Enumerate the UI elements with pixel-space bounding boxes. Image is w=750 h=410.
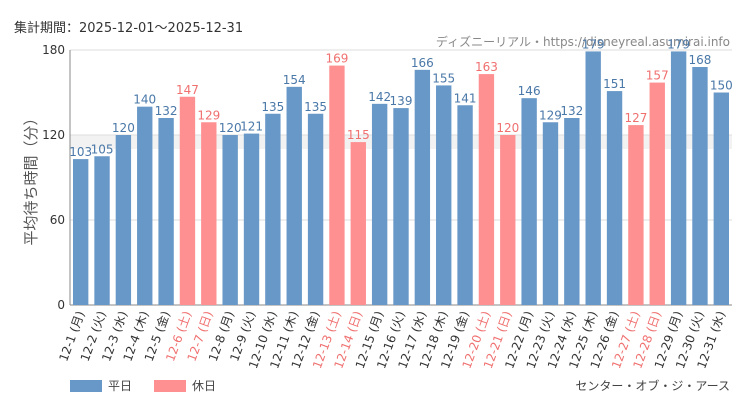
bar-value-label: 163 xyxy=(475,60,498,74)
legend-holiday: 休日 xyxy=(154,377,216,394)
bar-value-label: 129 xyxy=(197,108,220,122)
bar xyxy=(286,86,302,305)
bar xyxy=(628,125,644,305)
bar xyxy=(670,51,687,305)
bar-value-label: 150 xyxy=(710,79,733,93)
bar xyxy=(137,106,153,306)
legend: 平日 休日 xyxy=(70,377,238,394)
bar xyxy=(521,98,537,306)
bar-value-label: 129 xyxy=(539,108,562,122)
y-tick-label: 180 xyxy=(42,43,65,57)
y-tick-label: 120 xyxy=(42,128,65,142)
bar xyxy=(72,159,89,305)
bar xyxy=(115,135,132,305)
bar xyxy=(414,69,431,305)
bar xyxy=(393,108,409,305)
y-axis-label: 平均待ち時間（分） xyxy=(22,110,40,245)
bar xyxy=(158,118,174,305)
bar xyxy=(329,65,345,305)
bar xyxy=(564,118,580,305)
bar-value-label: 141 xyxy=(454,91,477,105)
bar-value-label: 155 xyxy=(432,71,455,85)
legend-weekday-swatch xyxy=(70,379,102,392)
bar-value-label: 120 xyxy=(219,121,242,135)
bar xyxy=(542,122,559,305)
bar xyxy=(585,51,601,305)
legend-holiday-label: 休日 xyxy=(192,379,217,393)
y-tick-label: 60 xyxy=(50,213,65,227)
value-labels: 1031051201401321471291201211351541351691… xyxy=(69,37,733,159)
bar xyxy=(371,103,388,305)
legend-holiday-swatch xyxy=(154,379,187,392)
bar-value-label: 179 xyxy=(667,37,690,51)
bar xyxy=(222,135,238,305)
bar-value-label: 135 xyxy=(261,100,284,114)
bar xyxy=(649,82,665,305)
bar-value-label: 157 xyxy=(646,69,669,83)
bar-value-label: 115 xyxy=(347,128,370,142)
bar xyxy=(692,67,708,305)
bar xyxy=(606,91,623,305)
bar xyxy=(457,105,473,305)
bar-value-label: 135 xyxy=(304,100,327,114)
bar-value-label: 103 xyxy=(69,145,92,159)
bar xyxy=(350,142,366,305)
bar-value-label: 121 xyxy=(240,120,263,134)
legend-weekday-label: 平日 xyxy=(108,379,133,393)
bar-value-label: 146 xyxy=(518,84,541,98)
y-tick-labels: 0 60 120 180 xyxy=(42,43,65,312)
bar-value-label: 120 xyxy=(496,121,519,135)
bar-value-label: 127 xyxy=(624,111,647,125)
attraction-name: センター・オブ・ジ・アース xyxy=(575,379,730,393)
bar-value-label: 139 xyxy=(390,94,413,108)
bar-value-label: 132 xyxy=(155,104,178,118)
bar-value-label: 147 xyxy=(176,83,199,97)
bar-value-label: 132 xyxy=(560,104,583,118)
watermark: ディズニーリアル・https://disneyreal.asumirai.inf… xyxy=(435,35,730,49)
bar xyxy=(500,135,516,305)
bar xyxy=(713,92,730,305)
bars xyxy=(72,51,730,306)
legend-weekday: 平日 xyxy=(70,377,132,394)
bar xyxy=(307,113,324,305)
bar xyxy=(243,133,260,305)
bar-value-label: 179 xyxy=(582,37,605,51)
bar-value-label: 151 xyxy=(603,77,626,91)
y-tick-label: 0 xyxy=(57,298,65,312)
bar-value-label: 142 xyxy=(368,90,391,104)
bar xyxy=(478,74,495,305)
bar xyxy=(201,122,217,305)
bar xyxy=(265,113,281,305)
period-label: 集計期間：2025-12-01～2025-12-31 xyxy=(14,21,244,36)
bar-value-label: 140 xyxy=(133,93,156,107)
bar xyxy=(94,156,110,305)
bar xyxy=(436,85,452,306)
x-tick-labels: 12-1 (月)12-2 (火)12-3 (水)12-4 (木)12-5 (金)… xyxy=(56,309,728,371)
bar-value-label: 169 xyxy=(325,52,348,66)
bar xyxy=(179,96,196,305)
bar-value-label: 120 xyxy=(112,121,135,135)
bar-value-label: 154 xyxy=(283,73,306,87)
bar-value-label: 105 xyxy=(91,142,114,156)
bar-value-label: 166 xyxy=(411,56,434,70)
bar-value-label: 168 xyxy=(689,53,712,67)
